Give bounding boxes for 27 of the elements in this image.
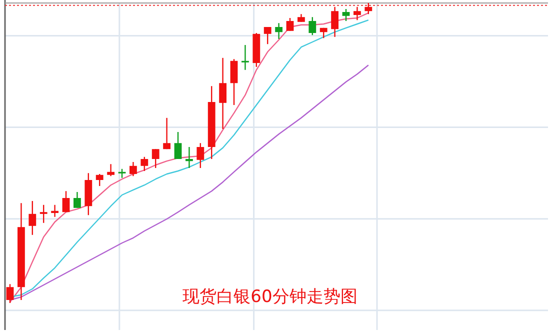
candlestick (219, 57, 226, 130)
candlestick (62, 190, 70, 213)
candlestick (331, 6, 338, 38)
candlestick (230, 58, 238, 106)
candlestick (186, 146, 193, 169)
candlestick (40, 204, 48, 224)
candlestick (107, 164, 114, 177)
candlestick (342, 8, 350, 22)
candlestick (130, 161, 137, 177)
candlestick (308, 16, 316, 36)
candlestick (74, 191, 81, 208)
candlestick (140, 156, 148, 172)
candlestick (51, 204, 58, 218)
candlestick (174, 131, 182, 160)
candlestick (286, 17, 294, 32)
candlestick (6, 284, 14, 304)
candlestick (364, 2, 372, 15)
candlestick (152, 148, 160, 169)
candlestick (242, 44, 249, 70)
candlestick (163, 117, 170, 150)
candlestick (28, 200, 36, 236)
text: 现货白银60分钟走势图 (182, 287, 358, 307)
candlestick (275, 22, 282, 40)
candlestick (264, 26, 272, 45)
candlestick (354, 6, 361, 21)
candlestick (96, 173, 104, 187)
candlestick (196, 142, 204, 169)
